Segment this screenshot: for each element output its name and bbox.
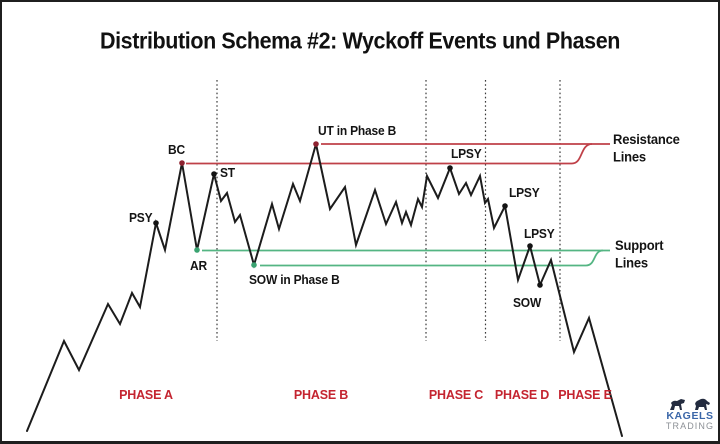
bull-icon [670,399,685,410]
event-dot-sow [537,282,543,288]
diagram-title: Distribution Schema #2: Wyckoff Events u… [99,28,620,54]
label-phase-e: PHASE E [558,387,612,403]
label-ut-phase-b: UT in Phase B [318,123,397,139]
support-line-2 [260,249,604,267]
legend-support-lines: Support Lines [615,237,664,271]
label-phase-b: PHASE B [293,387,349,403]
event-dot-ut-in-phase-b [313,141,319,147]
legend-resistance-lines: Resistance Lines [613,131,680,165]
label-lpsy-2: LPSY [509,185,540,201]
event-dot-lpsy [502,203,508,209]
event-dot-ar [194,247,200,253]
bear-icon [695,398,710,410]
price-line [26,143,623,437]
event-dot-st [211,171,217,177]
event-dot-bc [179,160,185,166]
label-st: ST [220,165,235,181]
resistance-line-2 [186,143,593,165]
event-dot-lpsy [527,243,533,249]
logo-name: KAGELS [666,410,714,422]
label-lpsy-1: LPSY [451,146,482,162]
label-psy: PSY [129,210,153,226]
label-lpsy-3: LPSY [524,226,555,242]
event-dot-psy [153,220,159,226]
label-ar: AR [190,258,207,274]
label-sow: SOW [513,295,542,311]
logo-subtitle: TRADING [665,421,715,431]
event-dot-sow-in-phase-b [251,262,257,268]
label-sow-phase-b: SOW in Phase B [249,272,340,288]
kagels-trading-logo: KAGELS TRADING [665,397,715,431]
label-bc: BC [168,142,185,158]
label-phase-c: PHASE C [428,387,484,403]
bull-bear-logo-icons [670,398,710,410]
label-phase-d: PHASE D [494,387,550,403]
event-dot-lpsy [447,165,453,171]
label-phase-a: PHASE A [119,387,173,403]
